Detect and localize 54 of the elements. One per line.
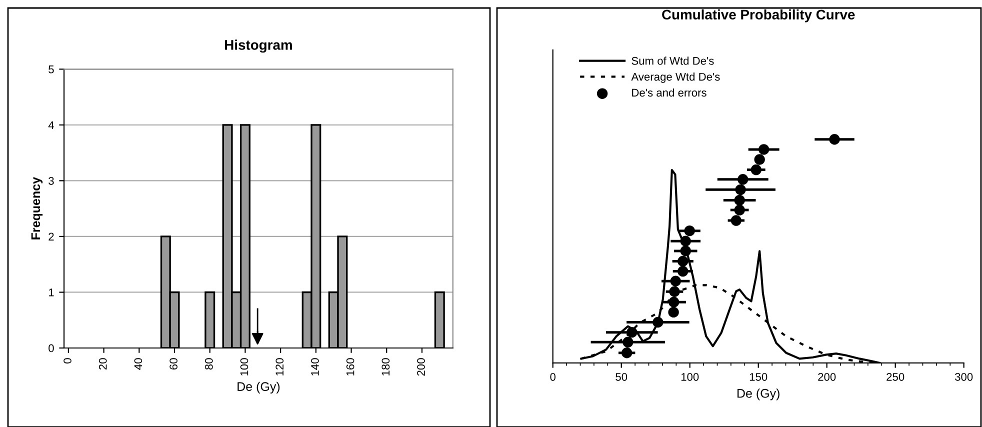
x-axis-title: De (Gy) xyxy=(738,388,780,400)
point xyxy=(652,316,664,328)
point xyxy=(734,204,745,216)
y-tick-label: 2 xyxy=(48,232,54,240)
point xyxy=(758,144,770,155)
y-tick-label: 4 xyxy=(48,121,54,129)
point xyxy=(738,174,748,185)
legend-label: Sum of Wtd De's xyxy=(632,56,714,65)
point xyxy=(678,266,688,277)
point xyxy=(622,336,634,348)
point xyxy=(621,348,632,358)
x-tick-label: 180 xyxy=(382,358,390,376)
y-axis-title: Frequency xyxy=(31,177,43,240)
x-tick-label: 160 xyxy=(346,358,354,376)
legend-label: Average Wtd De's xyxy=(631,72,720,83)
point xyxy=(668,296,680,308)
x-tick-label: 200 xyxy=(818,372,836,381)
point xyxy=(680,246,691,256)
y-tick-label: 1 xyxy=(48,288,54,296)
point xyxy=(735,184,746,196)
x-tick-label: 50 xyxy=(616,372,628,381)
x-axis-title: De (Gy) xyxy=(238,382,280,394)
point xyxy=(668,306,679,318)
chart-title: Histogram xyxy=(225,40,292,53)
x-tick-label: 60 xyxy=(170,358,178,370)
x-tick-label: 20 xyxy=(98,358,107,370)
x-tick-label: 300 xyxy=(954,372,973,381)
x-tick-label: 200 xyxy=(417,358,425,376)
point xyxy=(678,256,688,267)
x-tick-label: 80 xyxy=(204,358,213,370)
point xyxy=(669,286,680,297)
y-tick-label: 0 xyxy=(48,344,54,352)
x-tick-label: 100 xyxy=(681,372,699,381)
x-tick-label: 150 xyxy=(750,372,768,381)
y-tick-label: 5 xyxy=(48,66,54,74)
chart-title: Cumulative Probability Curve xyxy=(662,9,855,22)
point xyxy=(829,134,840,145)
point xyxy=(680,236,691,246)
x-tick-label: 0 xyxy=(64,358,72,364)
point xyxy=(670,276,681,286)
point xyxy=(734,194,745,206)
point xyxy=(730,215,742,226)
point xyxy=(754,154,765,165)
x-tick-label: 40 xyxy=(134,358,142,370)
point xyxy=(684,225,695,236)
x-tick-label: 120 xyxy=(276,358,284,376)
x-tick-label: 140 xyxy=(311,358,319,376)
legend-label: De's and errors xyxy=(632,88,706,97)
x-tick-label: 100 xyxy=(240,358,248,376)
point xyxy=(626,326,638,338)
y-tick-label: 3 xyxy=(48,176,54,185)
point xyxy=(750,164,762,176)
x-tick-label: 0 xyxy=(550,372,556,381)
x-tick-label: 250 xyxy=(886,372,904,381)
